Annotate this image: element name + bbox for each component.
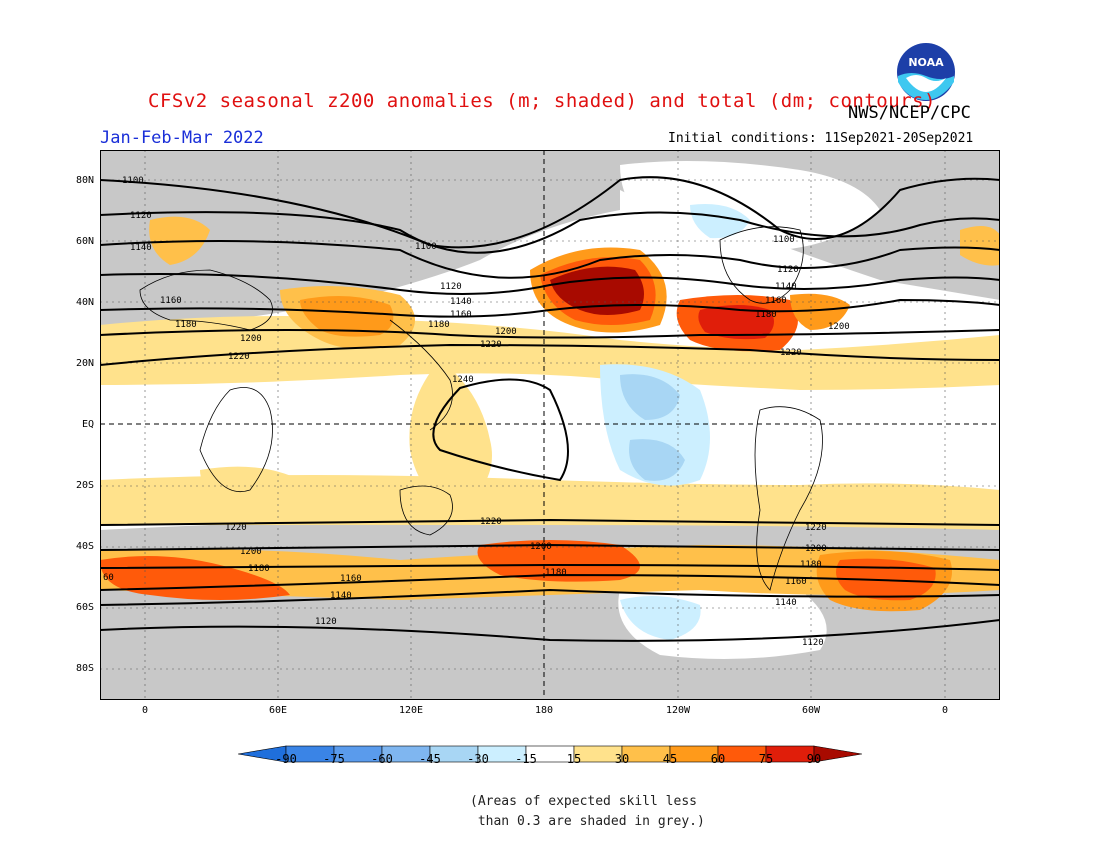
contour-label: 1140 xyxy=(775,282,797,292)
agency-label: NWS/NCEP/CPC xyxy=(848,103,971,123)
contour-label: 1220 xyxy=(480,517,502,527)
contour-label: 1180 xyxy=(175,320,197,330)
map-title: CFSv2 seasonal z200 anomalies (m; shaded… xyxy=(148,90,936,112)
colorbar-label: 30 xyxy=(614,752,630,766)
lat-label: 40N xyxy=(75,297,94,308)
equator-dateline xyxy=(100,150,1000,700)
contour-label: 1100 xyxy=(415,242,437,252)
contour-label: 1120 xyxy=(315,617,337,627)
contour-label: 1240 xyxy=(452,375,474,385)
contour-label: 1180 xyxy=(800,560,822,570)
colorbar-label: -30 xyxy=(467,752,489,766)
contour-label: 60 xyxy=(103,573,114,583)
lat-label: 80S xyxy=(75,663,94,674)
height-contours xyxy=(100,176,1000,642)
anomaly-shading xyxy=(100,204,1000,640)
colorbar-label: -75 xyxy=(323,752,345,766)
colorbar-label: 90 xyxy=(806,752,822,766)
contour-label: 1200 xyxy=(805,544,827,554)
contour-label: 1180 xyxy=(428,320,450,330)
colorbar xyxy=(238,745,862,763)
z200-anomaly-map: 1100 1120 1140 1160 1180 1200 1220 1100 … xyxy=(100,150,1000,700)
contour-label: 1120 xyxy=(802,638,824,648)
logo-text: NOAA xyxy=(908,56,944,69)
contour-label: 1120 xyxy=(777,265,799,275)
contour-label: 1200 xyxy=(240,547,262,557)
colorbar-label: 60 xyxy=(710,752,726,766)
contour-label: 1100 xyxy=(773,235,795,245)
contour-label: 1220 xyxy=(228,352,250,362)
contour-label: 1140 xyxy=(775,598,797,608)
contour-label: 1160 xyxy=(450,310,472,320)
lat-label: 60S xyxy=(75,602,94,613)
lat-label: 20S xyxy=(75,480,94,491)
coastlines xyxy=(139,226,823,591)
contour-label: 1200 xyxy=(828,322,850,332)
contour-label: 1160 xyxy=(765,296,787,306)
contour-label: 1160 xyxy=(340,574,362,584)
contour-label: 1200 xyxy=(240,334,262,344)
contour-label: 1220 xyxy=(780,348,802,358)
contour-label: 1120 xyxy=(130,211,152,221)
contour-label: 1160 xyxy=(160,296,182,306)
colorbar-label: 15 xyxy=(566,752,582,766)
lon-label: 0 xyxy=(141,705,149,716)
lon-label: 120E xyxy=(398,705,424,716)
contour-label: 1180 xyxy=(248,564,270,574)
contour-label: 1160 xyxy=(785,577,807,587)
colorbar-label: 75 xyxy=(758,752,774,766)
season-label: Jan-Feb-Mar 2022 xyxy=(100,128,264,148)
contour-label: 1140 xyxy=(130,243,152,253)
colorbar-label: 45 xyxy=(662,752,678,766)
contour-label: 1220 xyxy=(480,340,502,350)
lon-label: 180 xyxy=(534,705,554,716)
colorbar-arrow-high xyxy=(813,745,862,763)
contour-label: 1200 xyxy=(495,327,517,337)
lon-label: 60W xyxy=(801,705,821,716)
lon-label: 120W xyxy=(665,705,691,716)
contour-label: 1140 xyxy=(450,297,472,307)
contour-label: 1220 xyxy=(805,523,827,533)
contour-label: 1180 xyxy=(545,568,567,578)
lon-label: 0 xyxy=(941,705,949,716)
colorbar-label: -45 xyxy=(419,752,441,766)
lon-label: 60E xyxy=(268,705,288,716)
initial-conditions-label: Initial conditions: 11Sep2021-20Sep2021 xyxy=(668,131,974,146)
lat-label: 80N xyxy=(75,175,94,186)
lat-label: 20N xyxy=(75,358,94,369)
lat-label: 60N xyxy=(75,236,94,247)
contour-label: 1180 xyxy=(755,310,777,320)
lat-label: EQ xyxy=(81,419,94,430)
contour-label: 1100 xyxy=(122,176,144,186)
contour-labels: 1100 1120 1140 1160 1180 1200 1220 1100 … xyxy=(103,176,850,648)
map-frame xyxy=(100,150,1000,700)
contour-label: 1200 xyxy=(530,542,552,552)
colorbar-label: -60 xyxy=(371,752,393,766)
skill-note: (Areas of expected skill less than 0.3 a… xyxy=(470,794,705,829)
contour-label: 1140 xyxy=(330,591,352,601)
contour-label: 1120 xyxy=(440,282,462,292)
colorbar-label: -15 xyxy=(515,752,537,766)
noaa-logo: NOAA xyxy=(896,42,956,102)
contour-label: 1220 xyxy=(225,523,247,533)
lat-label: 40S xyxy=(75,541,94,552)
colorbar-label: -90 xyxy=(275,752,297,766)
